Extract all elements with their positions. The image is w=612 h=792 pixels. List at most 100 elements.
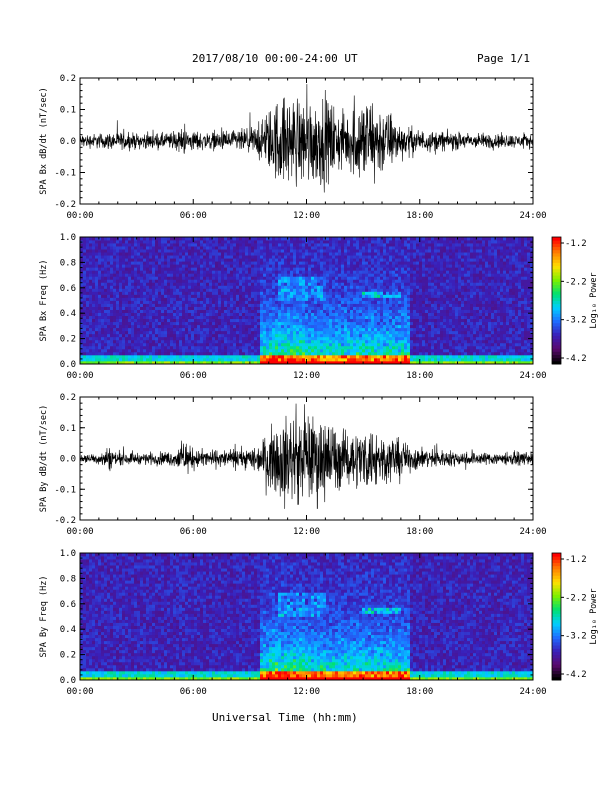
spectrogram-cell <box>191 252 195 256</box>
spectrogram-cell <box>248 252 252 256</box>
spectrogram-cell <box>257 267 261 271</box>
spectrogram-cell <box>185 309 189 313</box>
spectrogram-cell <box>251 312 255 317</box>
spectrogram-cell <box>185 333 189 338</box>
spectrogram-cell <box>86 336 90 341</box>
spectrogram-cell <box>113 246 117 250</box>
spectrogram-cell <box>287 327 291 332</box>
spectrogram-cell <box>149 318 153 323</box>
spectrogram-cell <box>239 348 243 353</box>
spectrogram-cell <box>344 327 348 332</box>
spectrogram-cell <box>332 348 336 353</box>
spectrogram-cell <box>155 255 159 259</box>
spectrogram-cell <box>212 297 216 301</box>
spectrogram-cell <box>254 300 258 304</box>
spectrogram-cell <box>113 348 117 353</box>
spectrogram-cell <box>305 276 309 280</box>
spectrogram-cell <box>323 303 327 307</box>
spectrogram-cell <box>362 261 366 265</box>
spectrogram-cell <box>173 354 177 359</box>
spectrogram-cell <box>104 333 108 338</box>
spectrogram-cell <box>341 321 345 326</box>
spectrogram-cell <box>95 309 99 313</box>
spectrogram-cell <box>125 279 129 283</box>
spectrogram-cell <box>80 327 84 332</box>
spectrogram-cell <box>116 297 120 301</box>
spectrogram-cell <box>293 309 297 313</box>
spectrogram-cell <box>362 315 366 320</box>
spectrogram-cell <box>95 255 99 259</box>
spectrogram-cell <box>179 312 183 317</box>
spectrogram-cell <box>410 237 414 241</box>
spectrogram-cell <box>350 318 354 323</box>
spectrogram-cell <box>158 336 162 341</box>
spectrogram-cell <box>269 303 273 307</box>
spectrogram-cell <box>158 270 162 274</box>
spectrogram-cell <box>155 324 159 329</box>
spectrogram-cell <box>188 351 192 356</box>
spectrogram-cell <box>146 306 150 310</box>
spectrogram-cell <box>389 312 393 317</box>
spectrogram-cell <box>161 309 165 313</box>
spectrogram-cell <box>137 267 141 271</box>
spectrogram-cell <box>224 243 228 247</box>
spectrogram-cell <box>317 318 321 323</box>
spectrogram-cell <box>233 282 237 286</box>
spectrogram-cell <box>140 258 144 262</box>
spectrogram-cell <box>200 330 204 335</box>
spectrogram-cell <box>419 330 423 335</box>
spectrogram-cell <box>380 306 384 310</box>
spectrogram-cell <box>323 342 327 347</box>
spectrogram-cell <box>326 285 330 289</box>
spectrogram-cell <box>326 279 330 283</box>
spectrogram-cell <box>185 357 189 362</box>
spectrogram-cell <box>155 270 159 274</box>
spectrogram-cell <box>317 270 321 274</box>
spectrogram-cell <box>320 237 324 241</box>
spectrogram-cell <box>392 282 396 286</box>
spectrogram-cell <box>89 264 93 268</box>
spectrogram-cell <box>245 336 249 341</box>
spectrogram-cell <box>95 303 99 307</box>
spectrogram-cell <box>314 237 318 241</box>
spectrogram-cell <box>254 309 258 313</box>
spectrogram-cell <box>362 303 366 307</box>
spectrogram-cell <box>278 264 282 268</box>
spectrogram-cell <box>365 339 369 344</box>
spectrogram-cell <box>236 315 240 320</box>
spectrogram-cell <box>305 345 309 350</box>
spectrogram-cell <box>233 261 237 265</box>
spectrogram-cell <box>134 315 138 320</box>
spectrogram-cell <box>407 300 411 304</box>
spectrogram-cell <box>338 297 342 301</box>
spectrogram-cell <box>134 342 138 347</box>
spectrogram-cell <box>302 249 306 253</box>
spectrogram-cell <box>95 258 99 262</box>
spectrogram-cell <box>227 315 231 320</box>
spectrogram-cell <box>179 237 183 241</box>
spectrogram-cell <box>332 330 336 335</box>
spectrogram-cell <box>296 327 300 332</box>
spectrogram-cell <box>242 252 246 256</box>
spectrogram-cell <box>137 300 141 304</box>
spectrogram-cell <box>293 288 297 292</box>
spectrogram-cell <box>284 288 288 292</box>
spectrogram-cell <box>131 321 135 326</box>
spectrogram-cell <box>266 321 270 326</box>
spectrogram-cell <box>371 246 375 250</box>
spectrogram-cell <box>137 297 141 301</box>
spectrogram-cell <box>266 291 270 295</box>
spectrogram-cell <box>368 294 372 298</box>
spectrogram-cell <box>230 255 234 259</box>
spectrogram-cell <box>113 327 117 332</box>
spectrogram-cell <box>164 258 168 262</box>
spectrogram-cell <box>254 285 258 289</box>
spectrogram-cell <box>185 336 189 341</box>
spectrogram-cell <box>353 318 357 323</box>
spectrogram-cell <box>272 357 276 362</box>
spectrogram-cell <box>365 330 369 335</box>
spectrogram-cell <box>386 345 390 350</box>
spectrogram-cell <box>242 297 246 301</box>
spectrogram-cell <box>353 315 357 320</box>
spectrogram-cell <box>146 351 150 356</box>
